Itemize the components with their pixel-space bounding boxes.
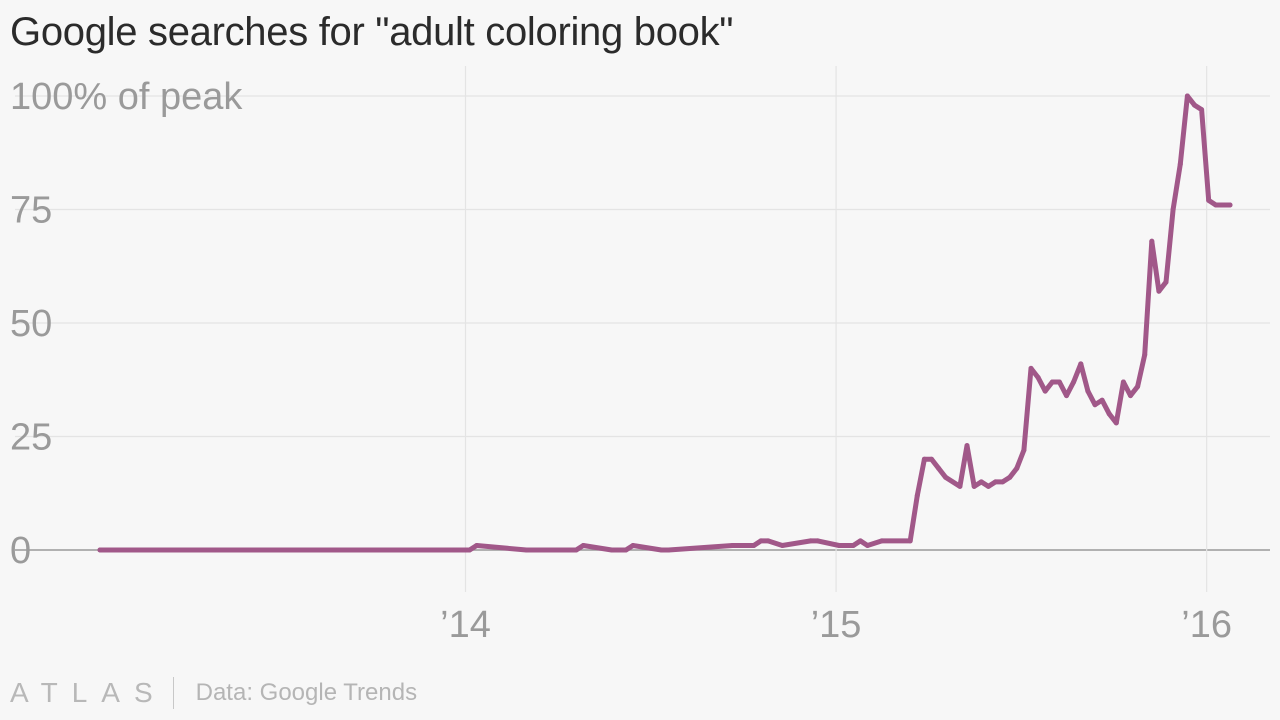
data-point (879, 538, 885, 544)
data-point (1099, 397, 1105, 403)
data-point (630, 543, 636, 548)
data-point (1085, 388, 1091, 394)
x-tick-label: ’14 (440, 604, 491, 646)
data-point (1035, 375, 1041, 380)
data-point (1049, 379, 1055, 385)
data-point (730, 543, 735, 548)
x-tick-label: ’15 (811, 604, 862, 646)
gridlines (15, 66, 1270, 592)
y-tick-label: 75 (10, 190, 52, 232)
data-point (857, 538, 863, 544)
line-chart: 0 25 50 75 100% of peak ’14 ’15 ’16 (10, 66, 1270, 646)
data-point (452, 547, 458, 553)
y-tick-label: 0 (10, 530, 31, 572)
data-point (936, 465, 942, 471)
data-point (1128, 393, 1133, 399)
y-tick-label: 25 (10, 417, 52, 459)
y-tick-label: 100% of peak (10, 76, 243, 118)
data-point (1071, 379, 1077, 385)
data-point (865, 543, 870, 548)
data-point (1042, 388, 1048, 394)
data-point (1192, 102, 1197, 108)
footer-divider (172, 677, 174, 709)
data-point (758, 538, 764, 544)
x-axis-ticks: ’14 ’15 ’16 (440, 604, 1232, 646)
y-axis-ticks: 0 25 50 75 100% of peak (10, 76, 243, 572)
source-note: Data: Google Trends (195, 679, 418, 706)
footer: ATLAS Data: Google Trends (10, 677, 417, 709)
data-point (332, 547, 337, 553)
data-point (808, 538, 814, 544)
data-point (921, 456, 927, 462)
data-point (573, 547, 579, 553)
data-point (850, 543, 856, 548)
data-point (1163, 279, 1169, 285)
data-point (1149, 238, 1155, 244)
data-point (1177, 161, 1183, 167)
data-point (211, 547, 217, 553)
data-point (993, 479, 998, 485)
data-point (929, 456, 934, 462)
data-point (1106, 411, 1112, 417)
data-point (1213, 202, 1219, 208)
data-point (474, 543, 480, 548)
data-point (1113, 420, 1119, 426)
data-point (1092, 402, 1098, 408)
data-point (765, 538, 771, 544)
data-point (971, 483, 977, 489)
x-tick-label: ’16 (1181, 604, 1232, 646)
data-point (964, 443, 970, 449)
data-point (914, 493, 920, 498)
data-point (1064, 393, 1069, 399)
data-point (1227, 202, 1233, 208)
data-point (1135, 384, 1141, 390)
data-point (1078, 361, 1084, 367)
data-point (666, 547, 672, 553)
data-point (609, 547, 615, 553)
data-point (1206, 197, 1212, 203)
data-point (467, 547, 473, 553)
data-point (1007, 474, 1013, 480)
data-point (1170, 207, 1176, 212)
atlas-logo: ATLAS (10, 677, 167, 708)
data-point (1021, 447, 1027, 453)
data-point (751, 543, 757, 548)
chart-title: Google searches for "adult coloring book… (10, 10, 734, 54)
data-point (1120, 379, 1126, 385)
data-point (985, 483, 991, 489)
data-point (1199, 107, 1205, 113)
data-point (836, 543, 842, 548)
data-point (580, 543, 586, 548)
y-tick-label: 50 (10, 303, 52, 345)
data-point (1142, 352, 1148, 358)
data-point (623, 547, 629, 553)
data-point (523, 547, 529, 553)
data-point (943, 474, 949, 480)
data-point (779, 543, 785, 548)
data-point (616, 547, 622, 553)
data-point (815, 538, 821, 544)
data-point (1156, 288, 1162, 294)
data-point (1220, 202, 1226, 208)
data-point (1056, 379, 1062, 385)
data-point (1184, 93, 1190, 99)
data-points (97, 93, 1233, 553)
data-point (978, 479, 984, 485)
data-point (737, 543, 743, 548)
data-point (907, 538, 913, 544)
data-point (1028, 365, 1034, 371)
data-point (658, 547, 664, 553)
data-point (97, 547, 103, 553)
data-point (957, 483, 963, 489)
data-point (1000, 479, 1006, 485)
data-point (566, 547, 572, 553)
data-point (1014, 465, 1020, 471)
